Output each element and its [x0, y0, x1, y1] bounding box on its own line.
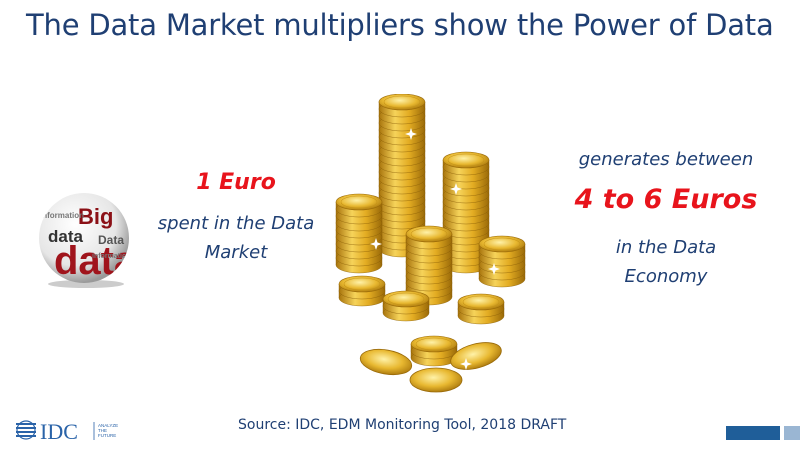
slide-title: The Data Market multipliers show the Pow… — [26, 8, 774, 42]
left-amount: 1 Euro — [196, 170, 276, 195]
left-line-2: Market — [204, 242, 268, 263]
svg-text:data: data — [48, 227, 84, 246]
right-amount: 4 to 6 Euros — [574, 184, 758, 215]
idc-logo: IDC ANALYZE THE FUTURE — [16, 419, 118, 444]
big-data-sphere-image: Big data data Data information informati… — [39, 193, 131, 288]
svg-text:ANALYZE: ANALYZE — [98, 423, 118, 428]
svg-text:FUTURE: FUTURE — [98, 433, 116, 438]
right-statement: generates between 4 to 6 Euros in the Da… — [556, 145, 776, 291]
left-line-1: spent in the Data — [157, 213, 315, 234]
right-line-1: generates between — [578, 149, 754, 170]
svg-text:Big: Big — [78, 204, 113, 229]
svg-text:THE: THE — [98, 428, 107, 433]
gold-coins-image — [335, 94, 526, 393]
source-note: Source: IDC, EDM Monitoring Tool, 2018 D… — [238, 417, 567, 433]
svg-text:information: information — [40, 211, 84, 220]
left-statement: 1 Euro spent in the Data Market — [138, 170, 334, 267]
right-line-3: Economy — [624, 266, 708, 287]
footer-bar-light — [784, 426, 800, 440]
svg-text:Data: Data — [98, 233, 124, 247]
footer-accent-bar — [726, 426, 800, 440]
right-line-2: in the Data — [615, 237, 717, 258]
svg-text:information: information — [92, 253, 131, 260]
svg-text:IDC: IDC — [40, 419, 78, 444]
footer-bar-dark — [726, 426, 780, 440]
